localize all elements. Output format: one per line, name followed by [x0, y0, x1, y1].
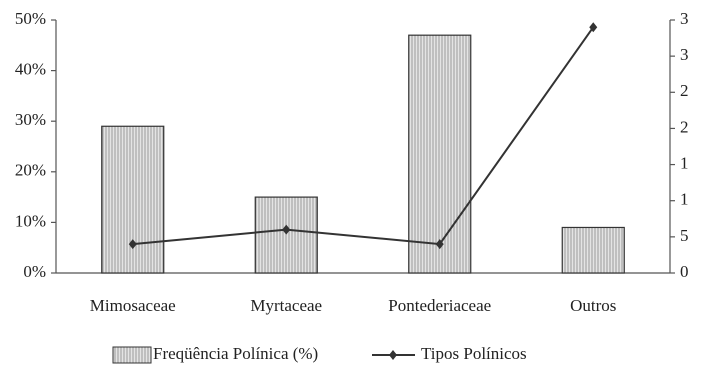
y2-tick-label: 1: [680, 153, 689, 172]
y2-tick-label: 5: [680, 226, 689, 245]
bar: [408, 34, 472, 274]
y-tick-label: 20%: [15, 161, 46, 180]
line-marker: [282, 224, 291, 235]
y-tick-label: 0%: [23, 262, 46, 281]
line-marker: [128, 239, 137, 250]
line-marker: [589, 22, 598, 33]
y2-tick-label: 3: [680, 45, 689, 64]
legend-swatch: [112, 346, 152, 364]
y2-tick-label: 0: [680, 262, 689, 281]
line-marker: [435, 239, 444, 250]
y-tick-label: 30%: [15, 110, 46, 129]
bar: [561, 226, 625, 274]
x-tick-label: Myrtaceae: [250, 296, 322, 315]
bar: [101, 125, 165, 274]
y2-tick-label: 2: [680, 81, 689, 100]
y-tick-label: 10%: [15, 211, 46, 230]
x-tick-label: Mimosaceae: [90, 296, 176, 315]
y2-tick-label: 2: [680, 117, 689, 136]
legend-marker: [389, 350, 397, 360]
legend-label: Tipos Polínicos: [421, 344, 527, 363]
y-tick-label: 40%: [15, 60, 46, 79]
line: [132, 26, 595, 246]
legend-label: Freqüência Polínica (%): [153, 344, 318, 363]
y2-tick-label: 1: [680, 190, 689, 209]
bar: [254, 196, 318, 274]
x-tick-label: Outros: [570, 296, 616, 315]
x-tick-label: Pontederiaceae: [388, 296, 491, 315]
y-tick-label: 50%: [15, 9, 46, 28]
y2-tick-label: 3: [680, 9, 689, 28]
